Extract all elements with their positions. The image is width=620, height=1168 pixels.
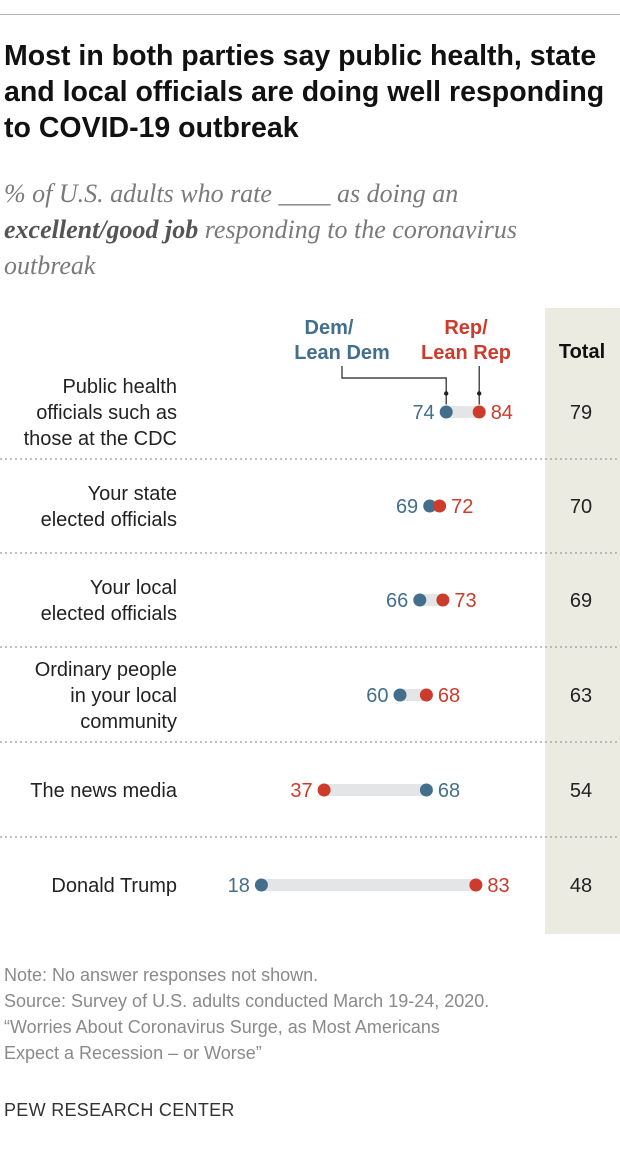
- chart-subtitle: % of U.S. adults who rate ____ as doing …: [4, 176, 564, 284]
- dem-dot: [423, 499, 437, 513]
- total-value-label: 48: [570, 875, 592, 897]
- chart-title: Most in both parties say public health, …: [4, 40, 605, 144]
- dot-plot-chart: Dem/Lean Dem Rep/Lean Rep Total Public heal…: [0, 308, 620, 934]
- total-column-background: [545, 308, 620, 934]
- rep-dot: [472, 405, 486, 419]
- legend-dem-leader-dot: [444, 391, 449, 396]
- range-bar: [324, 784, 427, 796]
- top-rule: [0, 14, 620, 15]
- organization-credit: PEW RESEARCH CENTER: [4, 1100, 235, 1120]
- rep-value-label: 84: [491, 402, 513, 424]
- source-line: Expect a Recession – or Worse”: [4, 1043, 262, 1063]
- rep-value-label: 72: [451, 496, 473, 518]
- rep-dot: [433, 499, 447, 513]
- subtitle-part: responding to the coronavirus outbreak: [4, 215, 517, 280]
- rep-value-label: 73: [454, 590, 476, 612]
- subtitle-emphasis: excellent/good job: [4, 215, 199, 244]
- rep-value-label: 83: [487, 875, 509, 897]
- category-label: The news media: [30, 780, 178, 802]
- dem-value-label: 18: [228, 875, 250, 897]
- range-bar: [446, 406, 480, 418]
- category-label: officials such as: [36, 402, 177, 424]
- range-bar: [400, 689, 427, 701]
- category-label: Ordinary people: [35, 659, 177, 681]
- legend-rep-leader-dot: [477, 391, 482, 396]
- total-column-header: Total: [559, 341, 605, 363]
- subtitle-part: % of U.S. adults who rate: [4, 179, 279, 208]
- dem-dot: [419, 783, 433, 797]
- legend-dem-label: Dem/: [305, 317, 354, 339]
- rep-dot: [419, 688, 433, 702]
- category-label: Donald Trump: [51, 875, 177, 897]
- dem-value-label: 69: [396, 496, 418, 518]
- rep-value-label: 68: [438, 685, 460, 707]
- legend-rep-label: Lean Rep: [421, 342, 511, 364]
- category-label: elected officials: [41, 603, 177, 625]
- category-label: Your state: [88, 483, 177, 505]
- category-label: elected officials: [41, 509, 177, 531]
- dem-value-label: 66: [386, 590, 408, 612]
- rep-dot: [436, 593, 450, 607]
- total-value-label: 79: [570, 402, 592, 424]
- category-label: those at the CDC: [24, 428, 177, 450]
- rep-dot: [469, 878, 483, 892]
- dem-dot: [439, 405, 453, 419]
- legend-dem-leader-line: [341, 366, 447, 405]
- category-label: Your local: [90, 577, 177, 599]
- total-value-label: 70: [570, 496, 592, 518]
- dem-value-label: 74: [412, 402, 434, 424]
- category-label: community: [80, 711, 177, 733]
- note-line: Note: No answer responses not shown.: [4, 965, 319, 985]
- subtitle-part: as doing an: [330, 179, 459, 208]
- dem-dot: [254, 878, 268, 892]
- total-value-label: 69: [570, 590, 592, 612]
- range-bar: [419, 594, 443, 606]
- legend-dem-label: Lean Dem: [294, 342, 390, 364]
- range-bar: [261, 879, 476, 891]
- total-value-label: 54: [570, 780, 592, 802]
- category-label: Public health: [62, 376, 177, 398]
- subtitle-blank: ____: [278, 179, 331, 208]
- dem-value-label: 68: [438, 780, 460, 802]
- dem-dot: [413, 593, 427, 607]
- dem-value-label: 60: [366, 685, 388, 707]
- source-line: “Worries About Coronavirus Surge, as Mos…: [4, 1017, 440, 1037]
- notes: Note: No answer responses not shown. Sou…: [4, 962, 616, 1066]
- source-line: Source: Survey of U.S. adults conducted …: [4, 991, 490, 1011]
- rep-value-label: 37: [290, 780, 312, 802]
- legend-rep-label: Rep/: [444, 317, 488, 339]
- dem-dot: [393, 688, 407, 702]
- total-value-label: 63: [570, 685, 592, 707]
- category-label: in your local: [70, 685, 177, 707]
- rep-dot: [317, 783, 331, 797]
